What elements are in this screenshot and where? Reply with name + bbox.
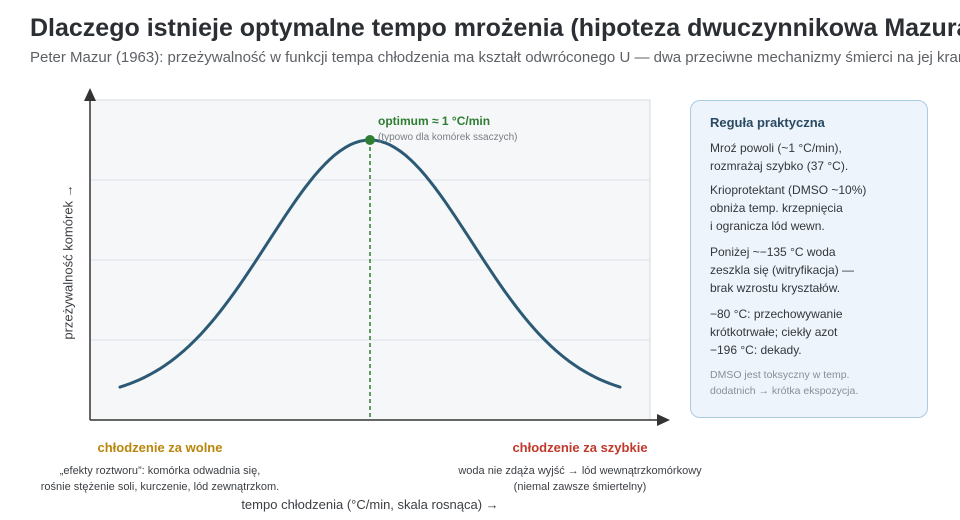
y-axis-arrow	[84, 88, 96, 101]
rule-paragraph: −80 °C: przechowywanie krótkotrwałe; cie…	[710, 307, 843, 357]
slow-cooling-zone: chłodzenie za wolne „efekty roztworu”: k…	[41, 440, 279, 495]
slow-cooling-title: chłodzenie za wolne	[97, 440, 223, 455]
slow-cooling-line: „efekty roztworu”: komórka odwadnia się,	[59, 465, 261, 477]
y-axis-label: przeżywalność komórek →	[60, 184, 76, 340]
x-axis-arrow	[657, 414, 670, 426]
fast-cooling-line: woda nie zdąża wyjść → lód wewnątrzkomór…	[458, 465, 702, 477]
page-title: Dlaczego istnieje optymalne tempo mrożen…	[30, 14, 960, 42]
optimum-point	[365, 135, 375, 145]
practical-rule-box: Reguła praktyczna Mroź powoli (~1 °C/min…	[690, 100, 928, 418]
rule-title: Reguła praktyczna	[710, 115, 825, 130]
optimum-note: (typowo dla komórek ssaczych)	[378, 132, 518, 143]
fast-cooling-title: chłodzenie za szybkie	[512, 440, 648, 455]
rule-paragraph: Krioprotektant (DMSO ~10%) obniża temp. …	[710, 183, 867, 233]
optimum-label: optimum ≈ 1 °C/min	[378, 114, 491, 128]
fast-cooling-zone: chłodzenie za szybkie woda nie zdąża wyj…	[458, 440, 701, 495]
rule-paragraph: Mroź powoli (~1 °C/min), rozmrażaj szybk…	[710, 141, 849, 173]
rule-paragraph: Poniżej ~−135 °C woda zeszkla się (witry…	[710, 245, 855, 295]
slow-cooling-line: rośnie stężenie soli, kurczenie, lód zew…	[40, 481, 280, 493]
page-subtitle: Peter Mazur (1963): przeżywalność w funk…	[30, 49, 960, 66]
rule-note: DMSO jest toksyczny w temp. dodatnich → …	[710, 369, 859, 397]
x-axis-label: tempo chłodzenia (°C/min, skala rosnąca)…	[241, 497, 499, 512]
fast-cooling-line: (niemal zawsze śmiertelny)	[513, 481, 647, 493]
